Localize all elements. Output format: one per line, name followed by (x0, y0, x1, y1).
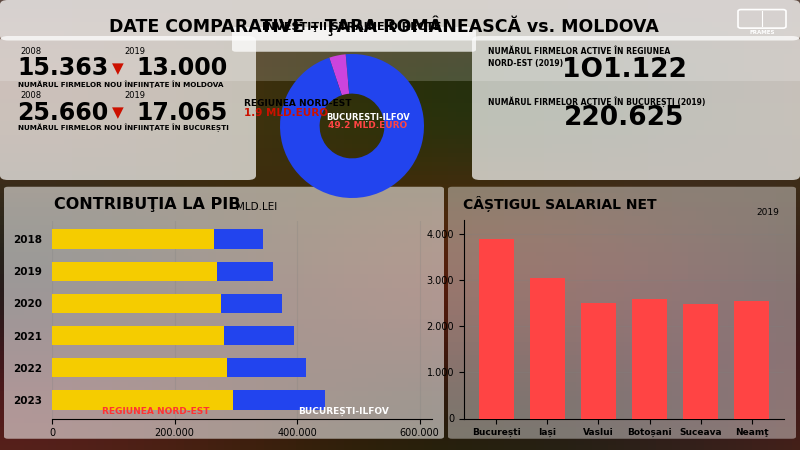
Bar (52, 326, 224, 346)
Text: 2019: 2019 (124, 47, 145, 56)
Bar (224, 326, 294, 346)
Bar (52, 230, 214, 249)
Text: ▼: ▼ (112, 61, 123, 76)
Text: NUMĂRUL FIRMELOR ACTIVE ÎN BUCUREȘTI (2019): NUMĂRUL FIRMELOR ACTIVE ÎN BUCUREȘTI (20… (488, 97, 706, 108)
Text: 2019: 2019 (757, 208, 779, 217)
Text: 2019: 2019 (124, 91, 145, 100)
Text: BUCUREȘTI-ILFOV: BUCUREȘTI-ILFOV (326, 112, 410, 122)
Text: 1.9 MLD.EURO: 1.9 MLD.EURO (244, 108, 328, 117)
Text: 220.625: 220.625 (564, 105, 684, 131)
Bar (632, 299, 667, 418)
Text: FRAMES: FRAMES (750, 30, 774, 35)
Text: ▼: ▼ (112, 105, 123, 120)
Bar (226, 358, 306, 378)
Bar (214, 230, 263, 249)
Title: INVESTIŢII STRĂINE DIRECTE: INVESTIŢII STRĂINE DIRECTE (262, 20, 442, 32)
Text: 15.363: 15.363 (18, 56, 109, 81)
Bar (734, 301, 770, 418)
Text: 1O1.122: 1O1.122 (562, 57, 686, 83)
Wedge shape (330, 54, 349, 95)
Text: 25.660: 25.660 (18, 100, 109, 125)
Wedge shape (280, 54, 424, 198)
Bar (682, 304, 718, 419)
Bar (52, 390, 233, 410)
Text: 49.2 MLD.EURO: 49.2 MLD.EURO (328, 121, 408, 130)
Text: 2008: 2008 (20, 91, 41, 100)
Text: REGIUNEA NORD-EST: REGIUNEA NORD-EST (102, 407, 210, 416)
Bar (52, 358, 226, 378)
Bar (221, 293, 282, 313)
Text: NUMĂRUL FIRMELOR ACTIVE ÎN REGIUNEA
NORD-EST (2019): NUMĂRUL FIRMELOR ACTIVE ÎN REGIUNEA NORD… (488, 47, 670, 68)
Bar (52, 261, 218, 281)
Bar (52, 293, 221, 313)
Text: NUMĂRUL FIRMELOR NOU ÎNFIINŢATE ÎN MOLDOVA: NUMĂRUL FIRMELOR NOU ÎNFIINŢATE ÎN MOLDO… (18, 81, 223, 88)
Text: CONTRIBUŢIA LA PIB: CONTRIBUŢIA LA PIB (54, 197, 241, 212)
Text: 17.065: 17.065 (136, 100, 227, 125)
Bar (233, 390, 325, 410)
Bar (581, 303, 616, 418)
Text: MLD.LEI: MLD.LEI (236, 202, 278, 212)
Text: DATE COMPARATIVE – ŢARA ROMÂNEASCĂ vs. MOLDOVA: DATE COMPARATIVE – ŢARA ROMÂNEASCĂ vs. M… (109, 16, 659, 36)
Text: 13.000: 13.000 (136, 56, 227, 81)
Text: CÂȘTIGUL SALARIAL NET: CÂȘTIGUL SALARIAL NET (463, 195, 657, 212)
Text: NUMĂRUL FIRMELOR NOU ÎNFIINŢATE ÎN BUCUREȘTI: NUMĂRUL FIRMELOR NOU ÎNFIINŢATE ÎN BUCUR… (18, 124, 229, 132)
Bar (530, 278, 566, 419)
Bar (218, 261, 273, 281)
Text: REGIUNEA NORD-EST: REGIUNEA NORD-EST (244, 99, 351, 108)
Text: BUCUREȘTI-ILFOV: BUCUREȘTI-ILFOV (298, 407, 390, 416)
Text: 2008: 2008 (20, 47, 41, 56)
Bar (478, 239, 514, 418)
